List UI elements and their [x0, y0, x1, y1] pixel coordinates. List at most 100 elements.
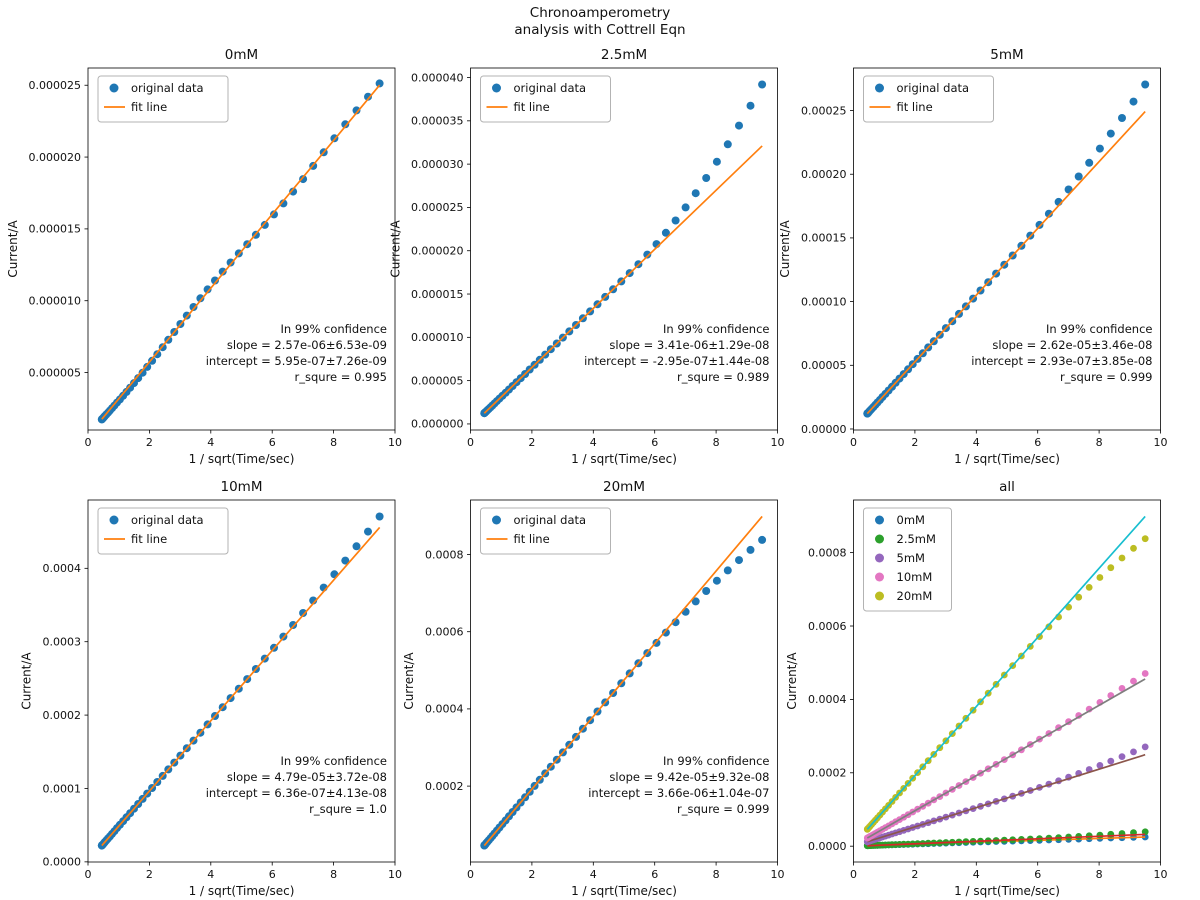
subplot-20mM: 0 2 4 6 8 10 0.0002 0.0004 0.0006 0.0008 1 / sqrt(… [402, 479, 784, 898]
x-axis-label: 1 / sqrt(Time/sec) [954, 452, 1060, 466]
annotation-line: In 99% confidence [280, 322, 387, 336]
fit-line [867, 753, 1146, 843]
annotation-line: r_squre = 0.989 [677, 370, 769, 384]
y-tick-label: 0.000000 [411, 418, 464, 431]
y-tick-label: 0.00025 [801, 104, 847, 117]
legend-marker-dot [875, 553, 884, 563]
y-tick-label: 0.0003 [43, 636, 82, 649]
annotation-line: In 99% confidence [1046, 322, 1153, 336]
x-tick-label: 0 [85, 436, 92, 449]
fit-line [866, 678, 1146, 839]
y-axis-label: Current/A [402, 652, 416, 710]
y-tick-label: 0.000025 [411, 201, 464, 214]
x-tick-label: 10 [388, 436, 402, 449]
subplot-title: 5mM [990, 47, 1023, 63]
annotation-line: r_squre = 0.999 [677, 802, 769, 816]
legend-box [863, 75, 994, 123]
legend-label: fit line [131, 532, 167, 546]
legend-marker-dot [875, 572, 884, 582]
x-tick-label: 0 [467, 868, 474, 881]
x-tick-label: 0 [850, 868, 857, 881]
fit-line [483, 145, 763, 414]
y-tick-label: 0.000005 [29, 366, 82, 379]
x-axis-label: 1 / sqrt(Time/sec) [954, 884, 1060, 898]
x-tick-label: 2 [146, 436, 153, 449]
y-tick-label: 0.000030 [411, 158, 464, 171]
y-axis-label: Current/A [388, 220, 402, 278]
x-axis-label: 1 / sqrt(Time/sec) [189, 884, 295, 898]
subplot-all: 0 2 4 6 8 10 0.0000 0.0002 0.0004 0.0006 0.0008 1 /… [785, 479, 1167, 898]
legend-marker-dot [492, 515, 501, 525]
x-tick-label: 4 [590, 436, 597, 449]
annotation-line: slope = 2.57e-06±6.53e-09 [227, 338, 387, 352]
legend-label: fit line [131, 100, 167, 114]
annotation-line: r_squre = 0.995 [295, 370, 387, 384]
y-tick-label: 0.0004 [43, 562, 82, 575]
legend-box [863, 507, 952, 612]
x-tick-label: 2 [911, 868, 918, 881]
x-tick-label: 10 [1154, 868, 1168, 881]
legend-label: original data [131, 513, 204, 527]
x-tick-label: 0 [85, 868, 92, 881]
subplot-title: all [999, 479, 1015, 495]
legend-label: original data [514, 81, 587, 95]
legend-box [480, 75, 611, 123]
annotation-line: slope = 2.62e-05±3.46e-08 [992, 338, 1152, 352]
subplot-title: 2.5mM [601, 47, 647, 63]
suptitle-line1: Chronoamperometry [529, 5, 671, 21]
annotation-line: slope = 3.41e-06±1.29e-08 [609, 338, 769, 352]
legend-label: 10mM [897, 570, 933, 584]
x-tick-label: 4 [207, 868, 214, 881]
x-tick-label: 8 [330, 436, 337, 449]
x-tick-label: 4 [590, 868, 597, 881]
x-tick-label: 10 [771, 436, 785, 449]
y-axis-label: Current/A [20, 652, 34, 710]
y-tick-label: 0.000020 [411, 245, 464, 258]
legend-box [97, 75, 229, 123]
x-tick-label: 8 [713, 436, 720, 449]
legend-label: original data [514, 513, 587, 527]
y-tick-label: 0.0004 [425, 703, 464, 716]
x-tick-label: 0 [467, 436, 474, 449]
annotation-line: r_squre = 0.999 [1060, 370, 1152, 384]
legend-marker-dot [875, 515, 884, 525]
legend-label: 0mM [897, 513, 925, 527]
y-tick-label: 0.0000 [808, 840, 847, 853]
x-tick-label: 10 [771, 868, 785, 881]
x-tick-label: 2 [146, 868, 153, 881]
y-tick-label: 0.0002 [425, 780, 464, 793]
annotation-line: intercept = 6.36e-07±4.13e-08 [206, 786, 387, 800]
x-tick-label: 4 [973, 436, 980, 449]
legend-label: fit line [514, 100, 550, 114]
y-axis-label: Current/A [6, 220, 20, 278]
figure-suptitle: Chronoamperometry analysis with Cottrell… [0, 5, 1200, 39]
x-tick-label: 8 [330, 868, 337, 881]
x-tick-label: 2 [528, 868, 535, 881]
suptitle-line2: analysis with Cottrell Eqn [514, 22, 686, 38]
annotation-line: In 99% confidence [663, 322, 770, 336]
y-tick-label: 0.0006 [808, 620, 847, 633]
x-axis-label: 1 / sqrt(Time/sec) [571, 452, 677, 466]
axes-frame [470, 67, 778, 431]
legend-marker-dot [875, 83, 884, 93]
x-tick-label: 6 [1034, 868, 1041, 881]
fit-line [101, 84, 381, 420]
y-tick-label: 0.000035 [411, 115, 464, 128]
x-tick-label: 4 [973, 868, 980, 881]
y-tick-label: 0.00010 [801, 295, 847, 308]
legend-label: 2.5mM [897, 532, 936, 546]
x-axis-label: 1 / sqrt(Time/sec) [571, 884, 677, 898]
y-tick-label: 0.0008 [425, 548, 464, 561]
annotation-line: slope = 4.79e-05±3.72e-08 [227, 770, 387, 784]
y-tick-label: 0.0002 [808, 767, 847, 780]
x-tick-label: 4 [207, 436, 214, 449]
y-tick-label: 0.00000 [801, 423, 847, 436]
annotation-line: r_squre = 1.0 [309, 802, 387, 816]
y-tick-label: 0.00005 [801, 359, 847, 372]
x-tick-label: 10 [388, 868, 402, 881]
x-tick-label: 6 [651, 436, 658, 449]
subplot-title: 10mM [221, 479, 263, 495]
y-tick-label: 0.0000 [43, 856, 82, 869]
y-tick-label: 0.0002 [43, 709, 82, 722]
